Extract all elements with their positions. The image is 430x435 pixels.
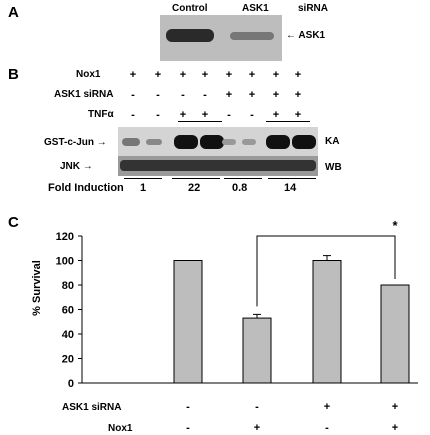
nox1-sign: + xyxy=(392,422,398,434)
fold-value: 22 xyxy=(188,182,201,194)
ka-band xyxy=(292,135,316,149)
tnf-bar-2 xyxy=(266,121,310,122)
gst-cjun-label: GST-c-Jun xyxy=(44,137,95,148)
row-label-ask1-sirna: ASK1 siRNA xyxy=(54,89,114,100)
jnk-label: JNK xyxy=(60,161,81,172)
treatment-sign: + xyxy=(179,69,187,81)
treatment-sign: + xyxy=(179,109,187,121)
sirna-header: siRNA xyxy=(298,3,329,14)
nox1-sign: - xyxy=(186,422,190,434)
treatment-sign: + xyxy=(225,89,233,101)
panel-a-letter: A xyxy=(8,4,19,21)
fold-induction-label: Fold Induction xyxy=(48,182,124,194)
treatment-sign: + xyxy=(201,109,209,121)
ka-band xyxy=(222,139,236,145)
y-tick-label: 80 xyxy=(62,280,74,292)
fold-bar-4 xyxy=(268,178,316,179)
treatment-sign: - xyxy=(156,109,160,121)
treatment-sign: + xyxy=(201,69,209,81)
arrow-right-icon: → xyxy=(96,137,107,148)
ka-band xyxy=(200,135,224,149)
treatment-sign: + xyxy=(129,69,137,81)
treatment-sign: + xyxy=(272,69,280,81)
tnf-bar-1 xyxy=(178,121,222,122)
jnk-band xyxy=(120,160,316,171)
bar xyxy=(380,284,410,384)
treatment-sign: - xyxy=(227,109,231,121)
significance-star: * xyxy=(392,218,398,233)
bar xyxy=(312,260,342,384)
fold-bar-1 xyxy=(124,178,162,179)
ask1-band-control xyxy=(166,29,214,42)
treatment-sign: + xyxy=(294,109,302,121)
ask1-header: ASK1 xyxy=(242,3,269,14)
y-axis-label: % Survival xyxy=(31,260,43,316)
treatment-sign: - xyxy=(250,109,254,121)
treatment-sign: + xyxy=(272,89,280,101)
row-label-nox1: Nox1 xyxy=(76,69,101,80)
row-label-ask1-sirna-c: ASK1 siRNA xyxy=(62,402,121,413)
y-tick-label: 40 xyxy=(62,329,74,341)
y-tick-label: 100 xyxy=(56,256,74,268)
y-tick-label: 60 xyxy=(62,305,74,317)
ka-label: KA xyxy=(325,136,340,147)
treatment-sign: + xyxy=(248,69,256,81)
ask1-sirna-sign: + xyxy=(392,401,398,413)
ask1-blot xyxy=(160,15,282,61)
y-tick-label: 120 xyxy=(56,231,74,243)
ask1-sirna-sign: - xyxy=(255,401,259,413)
wb-label: WB xyxy=(325,162,342,173)
bar xyxy=(173,260,203,384)
significance-bracket xyxy=(256,235,396,307)
fold-value: 1 xyxy=(140,182,147,194)
treatment-sign: + xyxy=(294,69,302,81)
treatment-sign: + xyxy=(154,69,162,81)
control-header: Control xyxy=(172,3,208,14)
row-label-tnfa: TNFα xyxy=(88,109,114,120)
treatment-sign: + xyxy=(294,89,302,101)
nox1-sign: + xyxy=(254,422,260,434)
treatment-sign: - xyxy=(203,89,207,101)
treatment-sign: - xyxy=(181,89,185,101)
fold-value: 14 xyxy=(284,182,297,194)
ka-band xyxy=(146,139,162,145)
treatment-sign: + xyxy=(225,69,233,81)
y-tick-label: 20 xyxy=(62,354,74,366)
panel-b-letter: B xyxy=(8,66,19,83)
arrow-right-icon: → xyxy=(82,161,93,172)
treatment-sign: - xyxy=(131,89,135,101)
panel-c-letter: C xyxy=(8,214,19,231)
jnk-label-row: JNK → xyxy=(60,161,93,172)
treatment-sign: - xyxy=(131,109,135,121)
arrow-left-icon: ← xyxy=(286,30,296,41)
kinase-assay-blot xyxy=(118,127,318,157)
ka-band xyxy=(174,135,198,149)
ask1-band-label: ASK1 xyxy=(298,30,326,41)
bar xyxy=(242,317,272,384)
ask1-sirna-sign: + xyxy=(324,401,330,413)
fold-bar-3 xyxy=(224,178,262,179)
ka-band xyxy=(266,135,290,149)
ka-band xyxy=(122,138,140,146)
gst-cjun-label-row: GST-c-Jun → xyxy=(44,137,107,148)
ask1-band-sirna xyxy=(230,32,274,40)
ka-band xyxy=(242,139,256,145)
row-label-nox1-c: Nox1 xyxy=(108,423,133,434)
fold-bar-2 xyxy=(172,178,220,179)
treatment-sign: - xyxy=(156,89,160,101)
plot-area: 0 20 40 60 80 100 120 - - - + + - + + * xyxy=(56,218,418,434)
nox1-sign: - xyxy=(325,422,329,434)
treatment-sign: + xyxy=(248,89,256,101)
treatment-sign: + xyxy=(272,109,280,121)
fold-value: 0.8 xyxy=(232,182,248,194)
ask1-sirna-sign: - xyxy=(186,401,190,413)
ask1-band-arrow: ← ASK1 xyxy=(286,30,325,41)
jnk-western-blot xyxy=(118,156,318,176)
y-tick-label: 0 xyxy=(68,378,74,390)
